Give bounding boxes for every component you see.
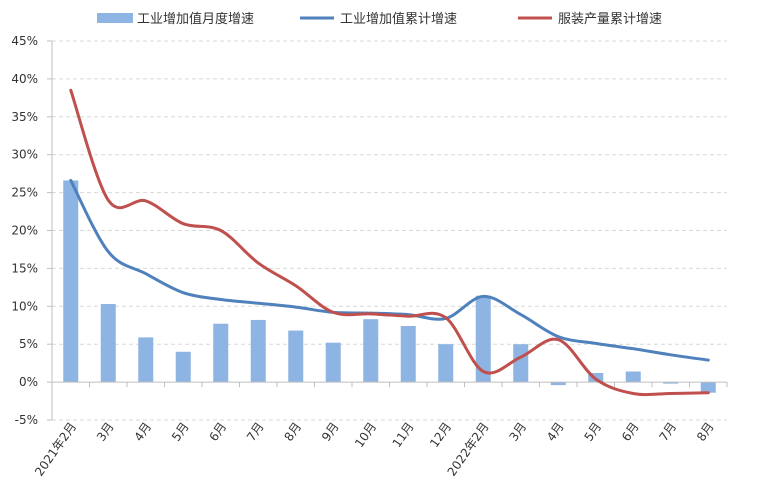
bar [438,344,454,383]
y-tick-label: 0% [19,375,38,389]
bar [550,382,566,386]
y-tick-label: 40% [11,72,38,86]
bar [363,319,379,383]
x-tick-label: 5月 [169,420,192,444]
bar [663,382,679,384]
y-tick-label: 35% [11,110,38,124]
legend: 工业增加值月度增速 工业增加值累计增速 服装产量累计增速 [97,11,662,27]
x-tick-label: 9月 [319,420,342,444]
bar [475,295,491,383]
x-tick-label: 7月 [244,420,267,444]
bar [213,323,229,383]
bar [325,342,341,383]
x-tick-label: 4月 [544,420,567,444]
bar [63,180,79,383]
x-tick-label: 3月 [506,420,529,444]
line-series [69,88,710,397]
y-tick-label: 20% [11,224,38,238]
bar [513,344,529,383]
y-tick-label: -5% [15,413,38,427]
y-tick-label: 15% [11,261,38,275]
x-tick-label: 4月 [131,420,154,444]
y-tick-label: 5% [19,337,38,351]
y-axis-tick-labels: 45% 40% 35% 30% 25% 20% 15% 10% 5% 0% -5% [11,34,38,427]
x-tick-label: 8月 [281,420,304,444]
x-tick-label: 6月 [619,420,642,444]
bar [175,351,191,383]
bar-series [63,180,716,393]
x-tick-label: 5月 [581,420,604,444]
x-tick-label: 2021年2月 [32,420,79,479]
axes [47,40,728,421]
series-line-1 [69,179,710,362]
y-tick-label: 45% [11,34,38,48]
x-tick-label: 8月 [694,420,717,444]
bar [700,382,716,393]
series-line-2 [69,88,710,397]
y-tick-label: 30% [11,148,38,162]
x-tick-label: 7月 [656,420,679,444]
bar [400,326,416,383]
legend-swatch-bar [97,13,133,23]
legend-label: 服装产量累计增速 [558,12,662,27]
x-tick-label: 11月 [390,420,417,450]
x-tick-label: 10月 [352,420,379,450]
bar [250,319,266,383]
bar [138,337,154,383]
legend-label: 工业增加值累计增速 [340,11,457,27]
bar [100,304,116,383]
y-tick-label: 10% [11,299,38,313]
bar [288,330,304,383]
x-tick-label: 3月 [94,420,117,444]
x-tick-label: 6月 [206,420,229,444]
x-tick-label: 12月 [427,420,454,450]
gridlines [52,40,727,421]
legend-label: 工业增加值月度增速 [137,11,254,27]
y-tick-label: 25% [11,186,38,200]
bar [625,371,641,383]
